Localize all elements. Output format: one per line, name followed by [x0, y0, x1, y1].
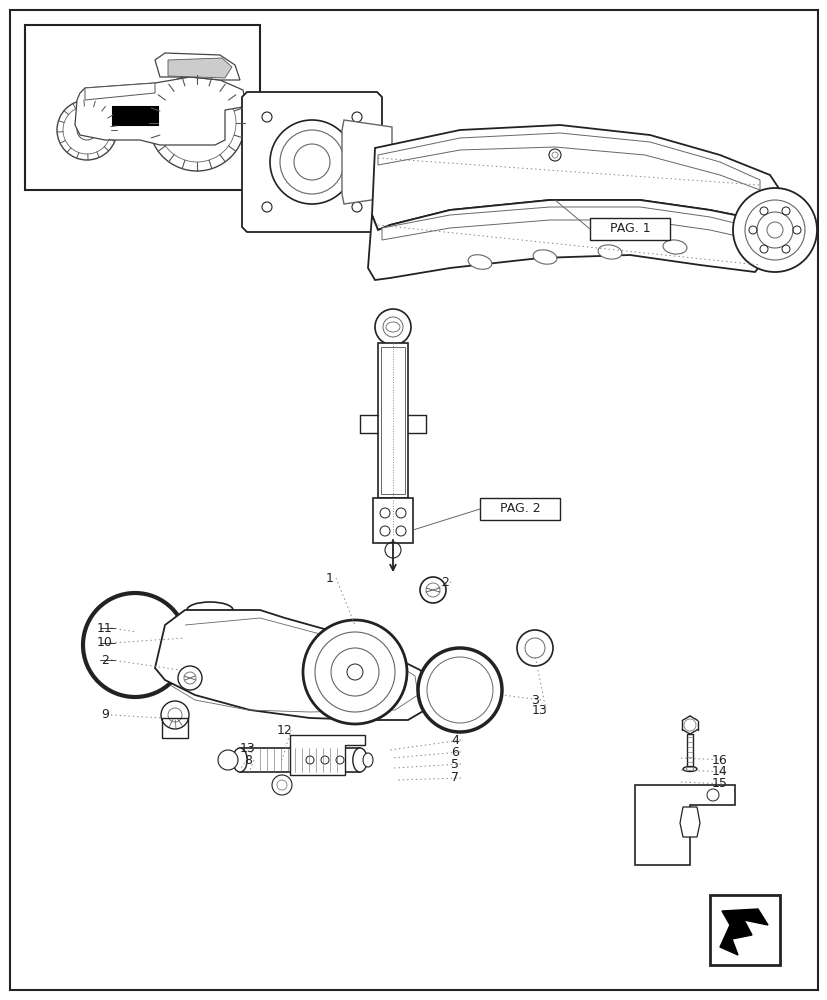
Circle shape	[732, 188, 816, 272]
Circle shape	[375, 309, 410, 345]
Text: 11: 11	[97, 621, 112, 635]
Text: 2: 2	[441, 576, 448, 588]
Text: 10: 10	[97, 637, 112, 650]
Polygon shape	[342, 120, 391, 204]
Circle shape	[303, 620, 407, 724]
Text: PAG. 1: PAG. 1	[609, 223, 649, 235]
Circle shape	[418, 648, 501, 732]
Ellipse shape	[662, 240, 686, 254]
Ellipse shape	[686, 767, 693, 770]
Circle shape	[272, 775, 292, 795]
Bar	[189, 610, 231, 680]
Bar	[378, 343, 408, 498]
Ellipse shape	[533, 250, 557, 264]
Polygon shape	[367, 200, 769, 280]
Ellipse shape	[187, 602, 232, 618]
Ellipse shape	[682, 766, 696, 771]
Bar	[240, 748, 360, 772]
Polygon shape	[85, 83, 155, 100]
Bar	[709, 895, 779, 965]
Text: 2: 2	[101, 654, 109, 666]
Circle shape	[160, 701, 189, 729]
Text: 16: 16	[711, 754, 727, 766]
Polygon shape	[371, 125, 779, 230]
Text: 8: 8	[244, 754, 251, 766]
Text: 3: 3	[530, 694, 538, 706]
Bar	[480, 498, 559, 520]
Bar	[686, 734, 692, 769]
Circle shape	[218, 750, 237, 770]
Polygon shape	[168, 58, 232, 78]
Circle shape	[516, 630, 552, 666]
Bar	[25, 25, 260, 190]
Polygon shape	[719, 909, 767, 955]
Bar	[112, 107, 158, 125]
Polygon shape	[241, 92, 381, 232]
Polygon shape	[155, 53, 240, 80]
Polygon shape	[75, 77, 245, 145]
Text: 9: 9	[101, 708, 109, 722]
Text: 4: 4	[451, 734, 458, 746]
Ellipse shape	[362, 753, 372, 767]
Bar	[590, 218, 669, 240]
Bar	[372, 498, 413, 543]
Text: 15: 15	[711, 777, 727, 790]
Ellipse shape	[597, 245, 621, 259]
Polygon shape	[289, 735, 365, 775]
Polygon shape	[378, 133, 759, 190]
Text: 14: 14	[711, 765, 727, 778]
Polygon shape	[155, 610, 434, 720]
Text: 5: 5	[451, 758, 458, 770]
Text: PAG. 2: PAG. 2	[499, 502, 540, 516]
Text: 13: 13	[532, 704, 547, 716]
Text: 13: 13	[240, 742, 256, 754]
Text: 1: 1	[326, 572, 333, 584]
Circle shape	[419, 577, 446, 603]
Polygon shape	[634, 785, 734, 865]
Text: 6: 6	[451, 746, 458, 758]
Bar	[162, 718, 188, 738]
Polygon shape	[381, 207, 754, 240]
Ellipse shape	[232, 748, 247, 772]
Bar	[380, 347, 404, 494]
Ellipse shape	[187, 672, 232, 688]
Text: 7: 7	[451, 771, 458, 784]
Ellipse shape	[352, 748, 366, 772]
Circle shape	[178, 666, 202, 690]
Ellipse shape	[467, 255, 491, 269]
Text: 12: 12	[277, 724, 293, 736]
Polygon shape	[679, 807, 699, 837]
Circle shape	[83, 593, 187, 697]
